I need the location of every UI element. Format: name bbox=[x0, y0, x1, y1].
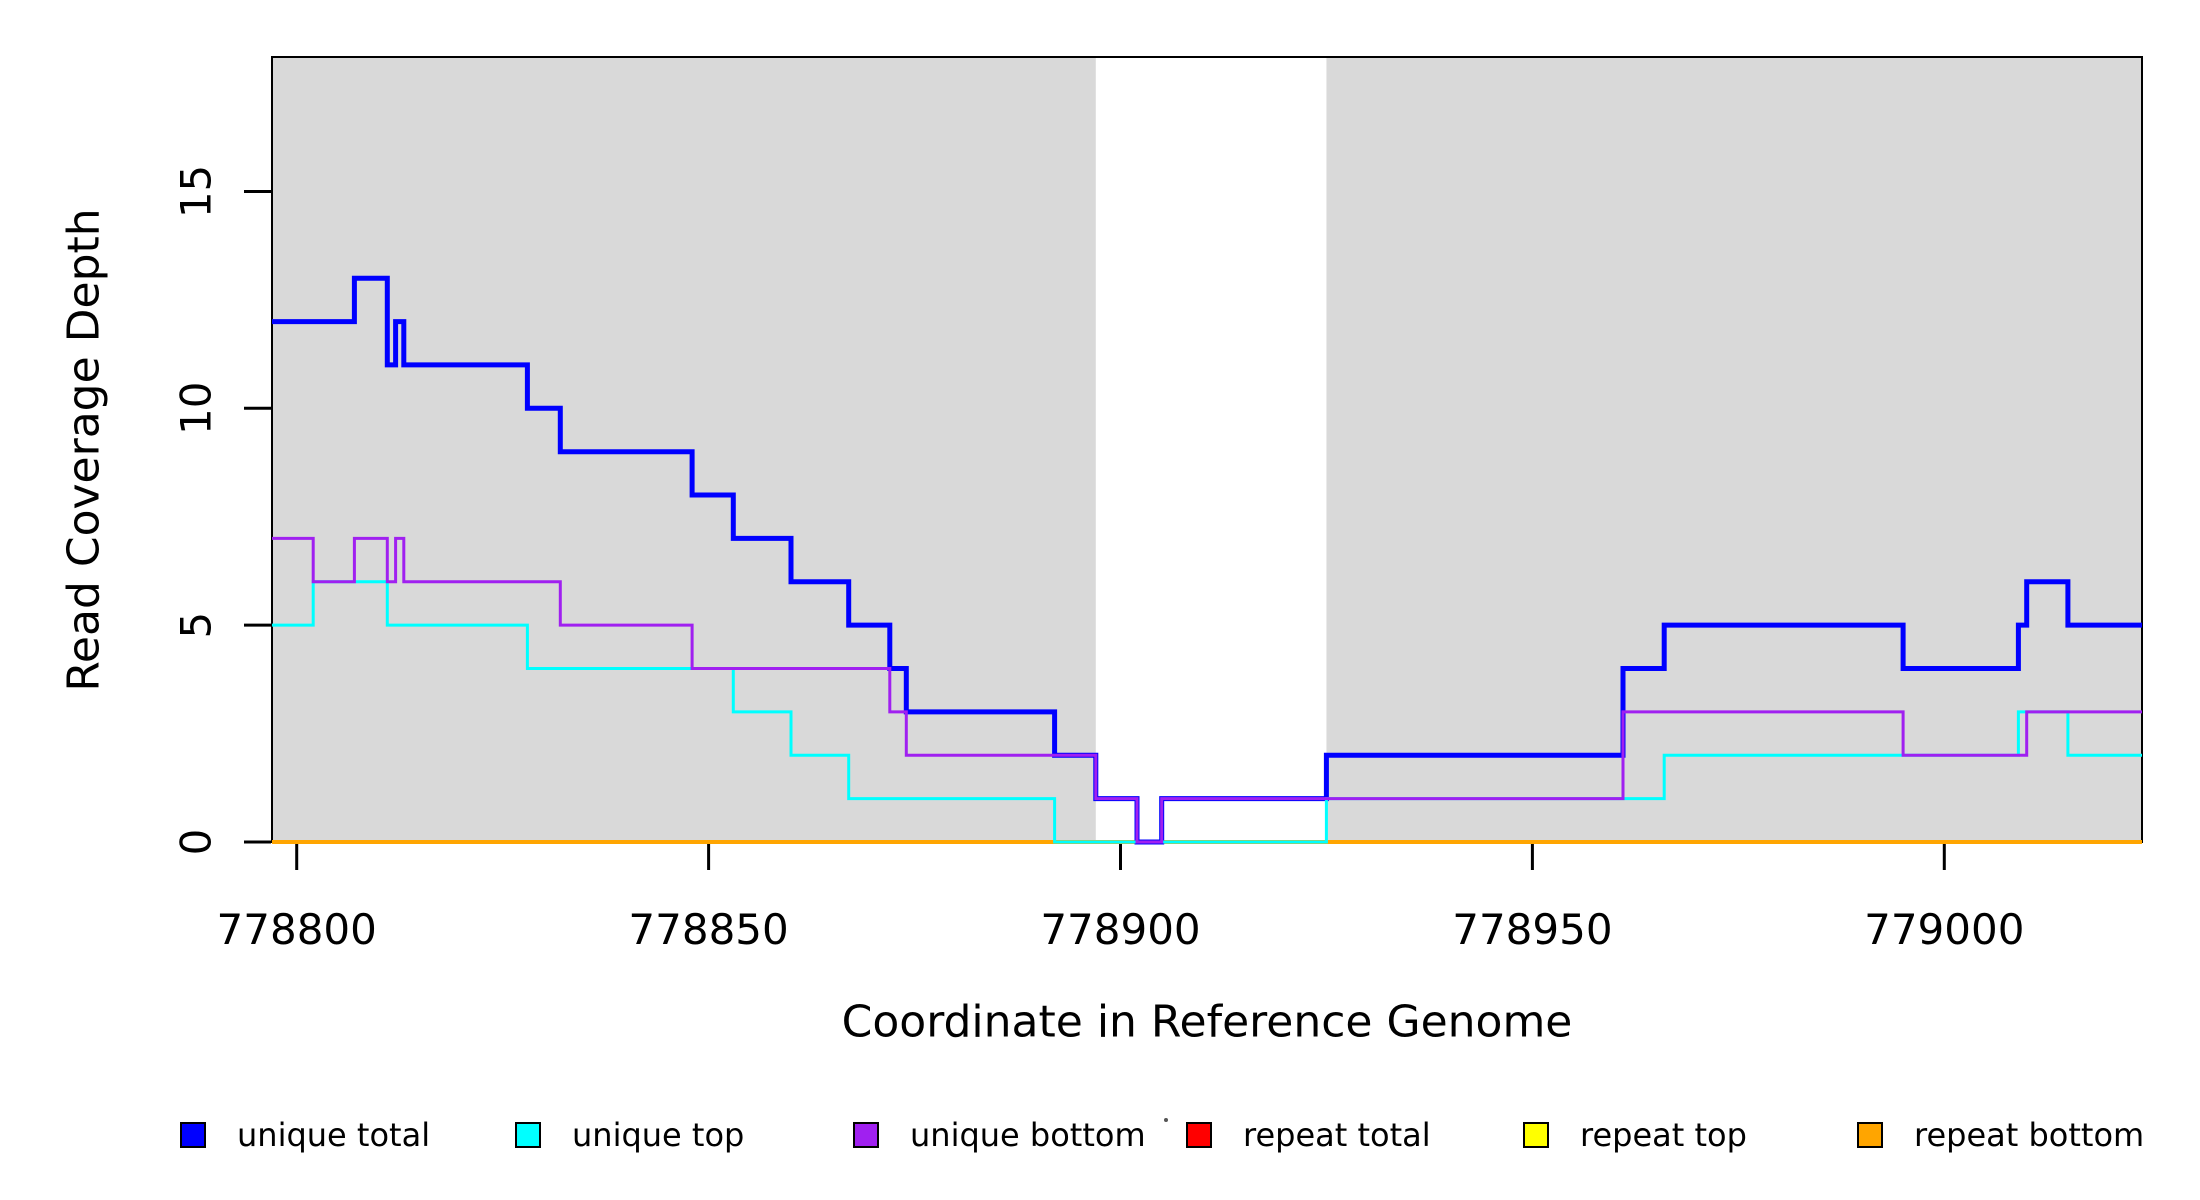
legend-swatch-repeat-bottom bbox=[1857, 1122, 1883, 1148]
y-tick-label: 15 bbox=[172, 165, 221, 218]
series-unique-top-line bbox=[272, 580, 2142, 844]
y-axis-title: Read Coverage Depth bbox=[58, 208, 110, 692]
legend-item-unique-bottom: unique bottom bbox=[853, 1116, 1146, 1154]
legend-item-unique-top: unique top bbox=[515, 1116, 745, 1154]
legend-swatch-unique-top bbox=[515, 1122, 541, 1148]
legend-label-unique-bottom: unique bottom bbox=[910, 1116, 1146, 1154]
legend-item-repeat-total: repeat total bbox=[1186, 1116, 1431, 1154]
y-tick-label: 10 bbox=[172, 382, 221, 435]
legend-label-repeat-top: repeat top bbox=[1580, 1116, 1747, 1154]
legend-item-unique-total: unique total bbox=[180, 1116, 431, 1154]
x-tick-label: 778800 bbox=[217, 905, 377, 954]
y-tick-label: 0 bbox=[172, 829, 221, 856]
series-unique-bottom-line bbox=[272, 536, 2142, 844]
legend-item-repeat-top: repeat top bbox=[1523, 1116, 1747, 1154]
stray-dot-mark bbox=[1164, 1118, 1168, 1122]
legend-swatch-unique-bottom bbox=[853, 1122, 879, 1148]
legend-label-unique-top: unique top bbox=[572, 1116, 745, 1154]
legend-item-repeat-bottom: repeat bottom bbox=[1857, 1116, 2145, 1154]
series-unique-total-line bbox=[272, 275, 2142, 845]
y-tick-label: 5 bbox=[172, 612, 221, 639]
x-tick-label: 779000 bbox=[1864, 905, 2024, 954]
legend-swatch-repeat-top bbox=[1523, 1122, 1549, 1148]
x-axis-title: Coordinate in Reference Genome bbox=[841, 996, 1573, 1048]
x-tick-label: 778850 bbox=[628, 905, 788, 954]
legend-swatch-repeat-total bbox=[1186, 1122, 1212, 1148]
legend-label-repeat-total: repeat total bbox=[1243, 1116, 1431, 1154]
x-tick-label: 778950 bbox=[1452, 905, 1612, 954]
legend-swatch-unique-total bbox=[180, 1122, 206, 1148]
x-tick-label: 778900 bbox=[1040, 905, 1200, 954]
legend-label-repeat-bottom: repeat bottom bbox=[1914, 1116, 2145, 1154]
legend-label-unique-total: unique total bbox=[237, 1116, 431, 1154]
